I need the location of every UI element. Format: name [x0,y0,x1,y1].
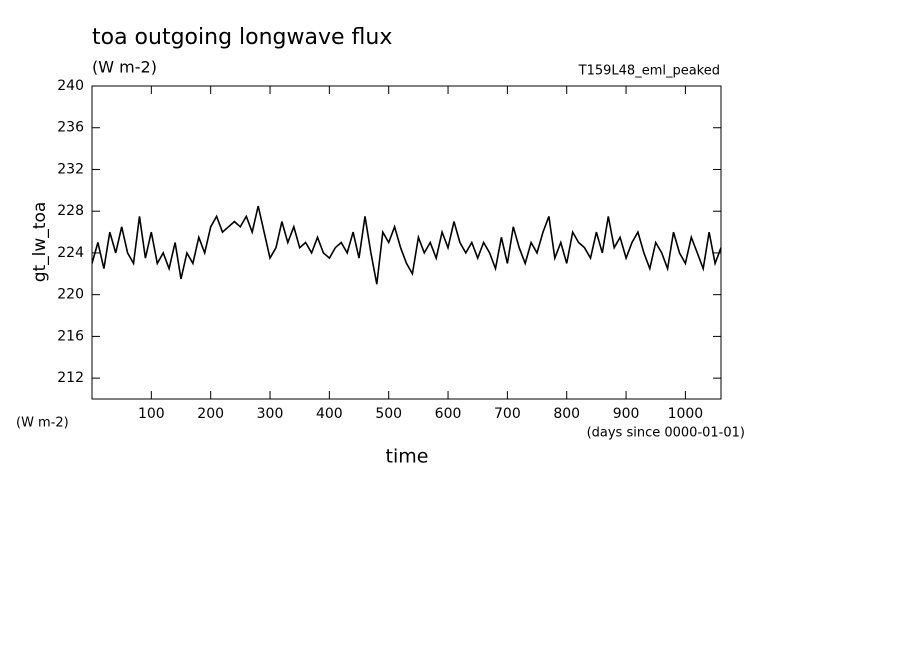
x-tick-label: 500 [375,406,402,422]
y-tick-label: 212 [57,370,84,386]
chart-title: toa outgoing longwave flux [92,25,392,50]
y-tick-label: 224 [57,245,84,261]
data-line [91,205,722,285]
y-tick-label: 216 [57,328,84,344]
x-axis-label: time [386,446,429,468]
x-tick-label: 600 [435,406,462,422]
x-tick-label: 900 [613,406,640,422]
x-tick-label: 800 [553,406,580,422]
x-tick-label: 100 [138,406,165,422]
y-tick-label: 236 [57,120,84,136]
chart-subtitle: (W m-2) [92,58,157,77]
x-tick-label: 300 [257,406,284,422]
y-tick-label: 232 [57,161,84,177]
y-unit-label: (W m-2) [16,416,69,431]
annotation: T159L48_eml_peaked [578,64,720,79]
y-tick-label: 228 [57,203,84,219]
y-axis-label: gt_lw_toa [30,202,50,283]
plot-frame [91,85,722,400]
y-tick-label: 240 [57,78,84,94]
x-tick-label: 1000 [668,406,704,422]
y-tick-label: 220 [57,287,84,303]
x-tick-label: 200 [197,406,224,422]
x-tick-label: 400 [316,406,343,422]
x-tick-label: 700 [494,406,521,422]
x-unit-label: (days since 0000-01-01) [587,426,745,441]
